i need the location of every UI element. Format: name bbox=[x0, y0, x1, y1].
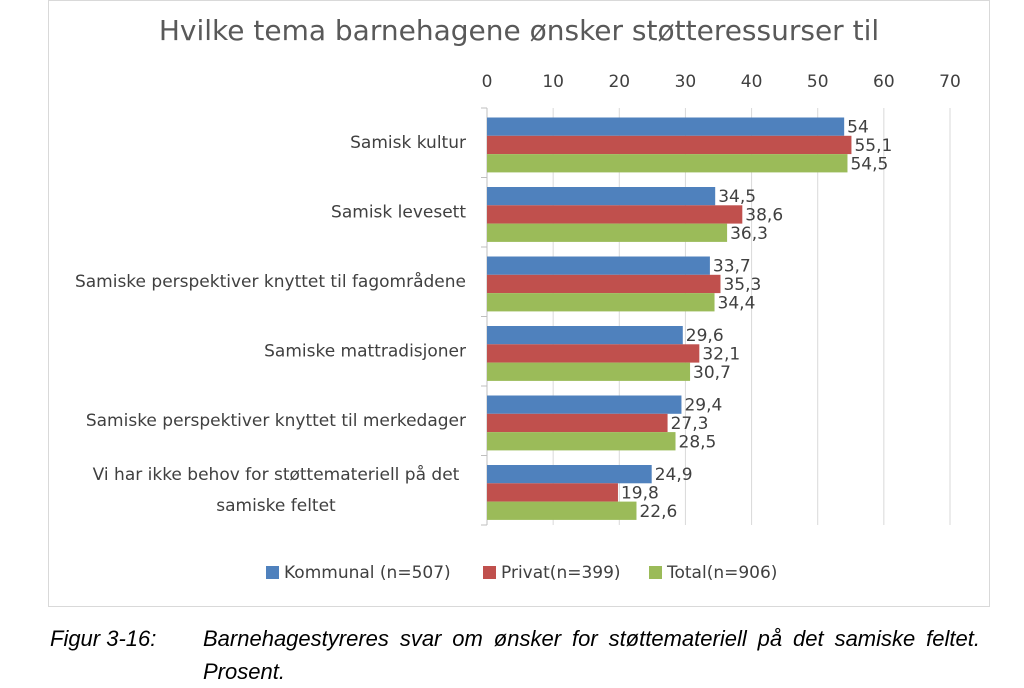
legend-swatch bbox=[649, 566, 662, 579]
bar bbox=[487, 154, 848, 173]
bar bbox=[487, 432, 676, 451]
bar bbox=[487, 135, 852, 155]
value-label: 29,6 bbox=[686, 326, 724, 346]
value-label: 22,6 bbox=[639, 502, 677, 522]
bar bbox=[487, 362, 691, 381]
x-tick-label: 70 bbox=[939, 72, 961, 92]
value-label: 32,1 bbox=[702, 344, 740, 364]
y-tick-label: Samisk levesett bbox=[331, 202, 466, 222]
caption-label: Figur 3-16: bbox=[50, 626, 157, 651]
y-tick-label: Samiske perspektiver knyttet til fagområ… bbox=[75, 271, 466, 292]
chart-title: Hvilke tema barnehagene ønsker støtteres… bbox=[159, 14, 879, 47]
value-label: 54,5 bbox=[850, 154, 888, 174]
value-label: 33,7 bbox=[713, 257, 751, 277]
bar bbox=[487, 274, 721, 294]
bar bbox=[487, 395, 682, 414]
bar bbox=[487, 501, 637, 520]
value-label: 29,4 bbox=[684, 396, 722, 416]
bar bbox=[487, 483, 618, 502]
y-tick-label: Samisk kultur bbox=[350, 133, 466, 153]
x-tick-label: 30 bbox=[675, 72, 697, 92]
value-label: 28,5 bbox=[679, 432, 717, 452]
value-label: 36,3 bbox=[730, 224, 768, 244]
legend-swatch bbox=[483, 566, 496, 579]
value-label: 55,1 bbox=[854, 136, 892, 156]
value-label: 34,4 bbox=[718, 293, 756, 313]
caption: Figur 3-16: Barnehagestyreres svar om øn… bbox=[50, 622, 980, 688]
bar bbox=[487, 344, 700, 363]
bar bbox=[487, 413, 668, 433]
bar bbox=[487, 326, 683, 345]
chart-frame bbox=[48, 0, 990, 607]
legend-label: Total(n=906) bbox=[666, 563, 777, 583]
bar bbox=[487, 465, 652, 484]
y-tick-label: Vi har ikke behov for støttemateriell på… bbox=[93, 464, 460, 516]
value-label: 19,8 bbox=[621, 483, 659, 503]
y-tick-label: Samiske perspektiver knyttet til merkeda… bbox=[86, 411, 466, 431]
bar bbox=[487, 205, 743, 224]
value-label: 38,6 bbox=[745, 205, 783, 225]
value-label: 34,5 bbox=[718, 187, 756, 207]
chart: Hvilke tema barnehagene ønsker støtteres… bbox=[48, 0, 990, 607]
bar bbox=[487, 293, 715, 312]
bar bbox=[487, 223, 728, 242]
value-label: 30,7 bbox=[693, 363, 731, 383]
value-label: 35,3 bbox=[723, 275, 761, 295]
x-tick-label: 20 bbox=[608, 72, 630, 92]
value-label: 24,9 bbox=[655, 465, 693, 485]
y-tick-label: Samiske mattradisjoner bbox=[264, 341, 466, 361]
x-tick-label: 60 bbox=[873, 72, 895, 92]
bar bbox=[487, 117, 845, 136]
value-label: 54 bbox=[847, 118, 869, 138]
x-tick-label: 40 bbox=[741, 72, 763, 92]
x-tick-label: 50 bbox=[807, 72, 829, 92]
bar bbox=[487, 256, 710, 275]
x-tick-label: 0 bbox=[482, 72, 493, 92]
legend-label: Privat(n=399) bbox=[501, 563, 621, 583]
bar bbox=[487, 187, 716, 206]
legend-label: Kommunal (n=507) bbox=[284, 563, 451, 583]
value-label: 27,3 bbox=[671, 414, 709, 434]
legend-swatch bbox=[266, 566, 279, 579]
x-tick-label: 10 bbox=[542, 72, 564, 92]
caption-text: Barnehagestyreres svar om ønsker for stø… bbox=[203, 626, 980, 684]
